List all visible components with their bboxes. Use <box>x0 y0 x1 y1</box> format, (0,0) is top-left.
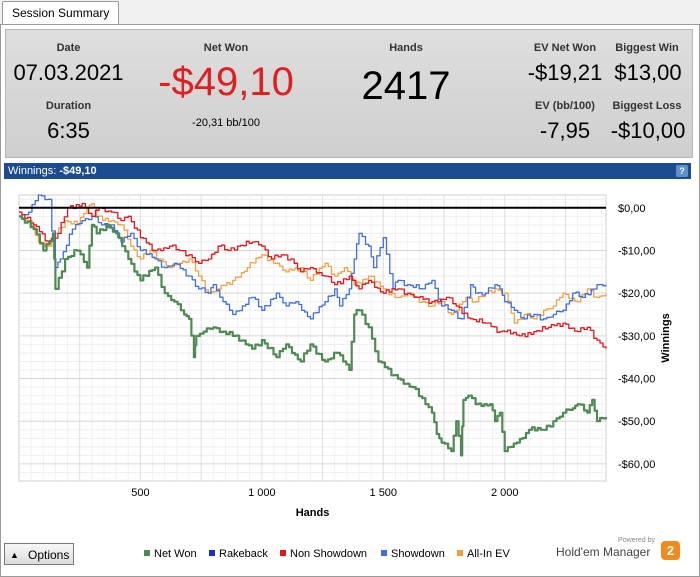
x-tick-label: 1 500 <box>370 487 398 499</box>
ev-bb100-value: -7,95 <box>539 118 591 143</box>
date-value: 07.03.2021 <box>13 60 124 85</box>
winnings-bar: Winnings: -$49,10 ? <box>4 163 691 179</box>
y-tick-label: -$50,00 <box>618 416 655 428</box>
legend-item-non-showdown[interactable]: Non Showdown <box>280 548 367 560</box>
legend-swatch <box>280 550 286 556</box>
legend-item-net-won[interactable]: Net Won <box>144 548 197 560</box>
winnings-label: Winnings: <box>8 165 57 177</box>
legend-swatch <box>144 550 150 556</box>
duration-label: Duration <box>45 100 92 112</box>
legend-label: All-In EV <box>467 548 510 560</box>
y-tick-label: -$20,00 <box>618 288 655 300</box>
brand-name: Hold'em Manager <box>556 545 651 559</box>
duration-value: 6:35 <box>47 118 90 143</box>
biggest-win-value: $13,00 <box>614 60 682 85</box>
hands-label: Hands <box>389 42 423 54</box>
legend-label: Non Showdown <box>290 548 368 560</box>
hm2-logo-icon: 2 <box>661 541 680 560</box>
biggest-loss-label: Biggest Loss <box>612 100 682 112</box>
legend-item-all-in-ev[interactable]: All-In EV <box>457 548 510 560</box>
y-tick-label: -$40,00 <box>618 374 655 386</box>
winnings-chart-svg: $0,00 -$10,00 -$20,00 -$30,00 -$40,00 -$50,00… <box>18 194 672 519</box>
tab-strip: Session Summary <box>0 0 700 25</box>
net-won-value: -$49,10 <box>158 60 294 104</box>
biggest-win-label: Biggest Win <box>615 42 679 54</box>
holdem-manager-branding: Powered by Hold'em Manager 2 <box>556 537 680 563</box>
biggest-loss-value: -$10,00 <box>610 118 686 143</box>
summary-panel: Date 07.03.2021 Duration 6:35 Net Won -$… <box>5 29 693 158</box>
y-tick-label: -$10,00 <box>618 245 655 257</box>
legend-swatch <box>381 550 387 556</box>
legend-item-showdown[interactable]: Showdown <box>381 548 445 560</box>
plot-area <box>18 194 607 482</box>
x-tick-label: 1 000 <box>248 487 276 499</box>
x-tick-label: 500 <box>131 487 149 499</box>
x-tick-label: 2 000 <box>491 487 519 499</box>
y-tick-label: -$30,00 <box>618 331 655 343</box>
powered-by-text: Powered by <box>618 537 655 544</box>
ev-bb100-label: EV (bb/100) <box>535 100 595 112</box>
ev-net-won-label: EV Net Won <box>533 42 597 54</box>
series-line-net-won <box>19 215 608 457</box>
legend-label: Rakeback <box>219 548 268 560</box>
legend-swatch <box>209 550 215 556</box>
help-icon[interactable]: ? <box>676 165 688 177</box>
winnings-chart: $0,00 -$10,00 -$20,00 -$30,00 -$40,00 -$50,00… <box>4 180 691 536</box>
net-won-bb100: -20,31 bb/100 <box>192 117 260 129</box>
net-won-label: Net Won <box>203 42 249 54</box>
legend-label: Net Won <box>154 548 197 560</box>
winnings-text: Winnings: -$49,10 <box>8 163 97 179</box>
series-line-non-showdown <box>19 202 607 349</box>
y-tick-label: $0,00 <box>618 203 646 215</box>
legend-swatch <box>457 550 463 556</box>
triangle-up-icon: ▲ <box>10 550 19 560</box>
date-label: Date <box>56 42 81 54</box>
winnings-value: -$49,10 <box>59 165 97 177</box>
legend-item-rakeback[interactable]: Rakeback <box>209 548 268 560</box>
x-axis-label: Hands <box>296 507 330 519</box>
tab-session-summary[interactable]: Session Summary <box>2 1 120 24</box>
y-axis-label: Winnings <box>660 313 672 362</box>
series-line-all-in-ev <box>19 202 607 324</box>
options-button-label: Options <box>28 548 70 562</box>
hands-value: 2417 <box>361 64 451 108</box>
options-button[interactable]: ▲ Options <box>4 543 74 565</box>
ev-net-won-value: -$19,21 <box>527 60 603 85</box>
legend-label: Showdown <box>391 548 445 560</box>
y-tick-label: -$60,00 <box>618 459 655 471</box>
